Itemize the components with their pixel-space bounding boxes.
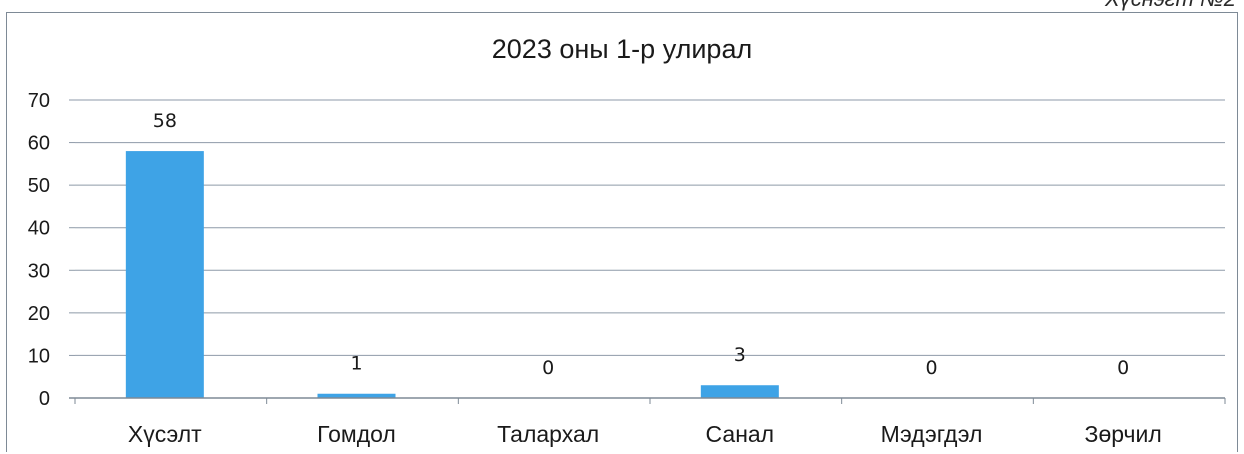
- y-tick-label: 40: [28, 218, 50, 240]
- data-label: 0: [925, 357, 937, 379]
- bar: [317, 393, 396, 398]
- data-labels: 58 1 0 3 0 0: [153, 110, 1129, 379]
- data-label: 58: [153, 110, 177, 132]
- data-label: 0: [1117, 357, 1129, 379]
- x-tick-label: Хүсэлт: [128, 421, 202, 447]
- bars: [125, 151, 779, 398]
- y-tick-label: 30: [28, 260, 50, 282]
- data-label: 3: [734, 344, 746, 366]
- x-tick-label: Зөрчил: [1085, 421, 1162, 447]
- y-tick-label: 10: [28, 345, 50, 367]
- y-tick-label: 70: [28, 90, 50, 112]
- data-label: 1: [350, 353, 362, 375]
- chart-title: 2023 оны 1-р улирал: [491, 34, 753, 64]
- x-axis-labels: Хүсэлт Гомдол Талархал Санал Мэдэгдэл Зөрчил: [128, 421, 1162, 447]
- x-tick-label: Мэдэгдэл: [881, 421, 983, 447]
- bar: [125, 151, 204, 398]
- x-axis: [69, 397, 1226, 404]
- x-tick-label: Талархал: [497, 421, 599, 447]
- y-tick-label: 20: [28, 303, 50, 325]
- y-tick-label: 0: [39, 388, 50, 410]
- corner-caption: Хүснэгт №2: [1105, 0, 1236, 12]
- chart-frame: [6, 12, 1238, 452]
- gridlines: [75, 99, 1225, 356]
- data-label: 0: [542, 357, 554, 379]
- x-tick-label: Гомдол: [317, 421, 396, 447]
- bar: [700, 385, 779, 398]
- y-axis-ticks: 0 10 20 30 40 50 60 70: [28, 90, 75, 410]
- y-tick-label: 50: [28, 175, 50, 197]
- y-tick-label: 60: [28, 133, 50, 155]
- x-tick-label: Санал: [706, 421, 775, 447]
